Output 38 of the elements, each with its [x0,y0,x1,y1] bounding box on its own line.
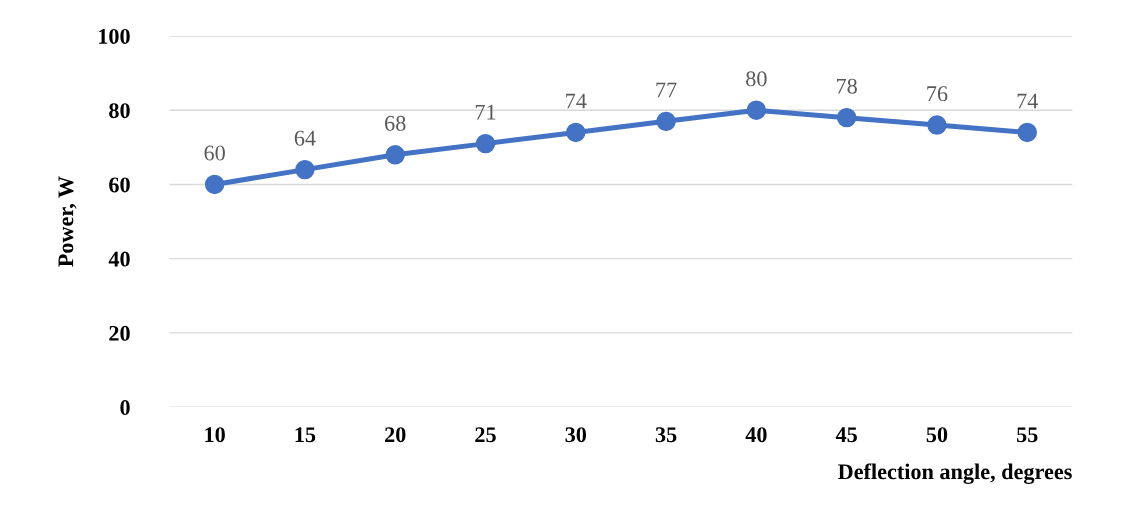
point [927,115,947,135]
y-tick-label: 60 [109,177,130,193]
data-label: 77 [656,82,677,98]
point [1017,122,1037,143]
data-label: 68 [385,115,406,131]
y-tick-label: 100 [99,28,130,44]
point [295,159,315,180]
x-tick-label: 25 [475,427,496,443]
data-label: 76 [927,86,948,102]
data-label: 60 [204,145,225,161]
x-tick-label: 55 [1017,427,1038,443]
point [656,111,676,132]
point [566,122,586,143]
x-tick-label: 20 [385,427,406,443]
x-tick-label: 35 [655,427,677,443]
data-label: 80 [746,71,767,87]
y-tick-label: 80 [109,103,130,119]
data-label: 71 [475,104,496,120]
point [385,145,405,165]
data-label: 74 [566,93,587,109]
data-label: 78 [837,78,857,94]
x-tick-label: 30 [565,427,587,443]
y-tick-label: 0 [120,400,130,416]
y-tick-label: 40 [108,251,130,267]
point [475,133,496,154]
x-tick-label: 15 [295,427,316,443]
y-tick-label: 20 [109,325,130,341]
data-label: 64 [294,130,316,146]
data-label: 74 [1017,93,1038,109]
x-tick-label: 40 [745,427,767,443]
x-tick-label: 45 [835,427,857,443]
point [746,100,767,120]
point [836,107,857,128]
point [204,174,225,195]
x-tick-label: 10 [205,427,225,443]
y-axis-title: Power, W [58,176,77,267]
x-tick-label: 50 [926,427,948,443]
x-axis-title: Deflection angle, degrees [838,463,1072,484]
